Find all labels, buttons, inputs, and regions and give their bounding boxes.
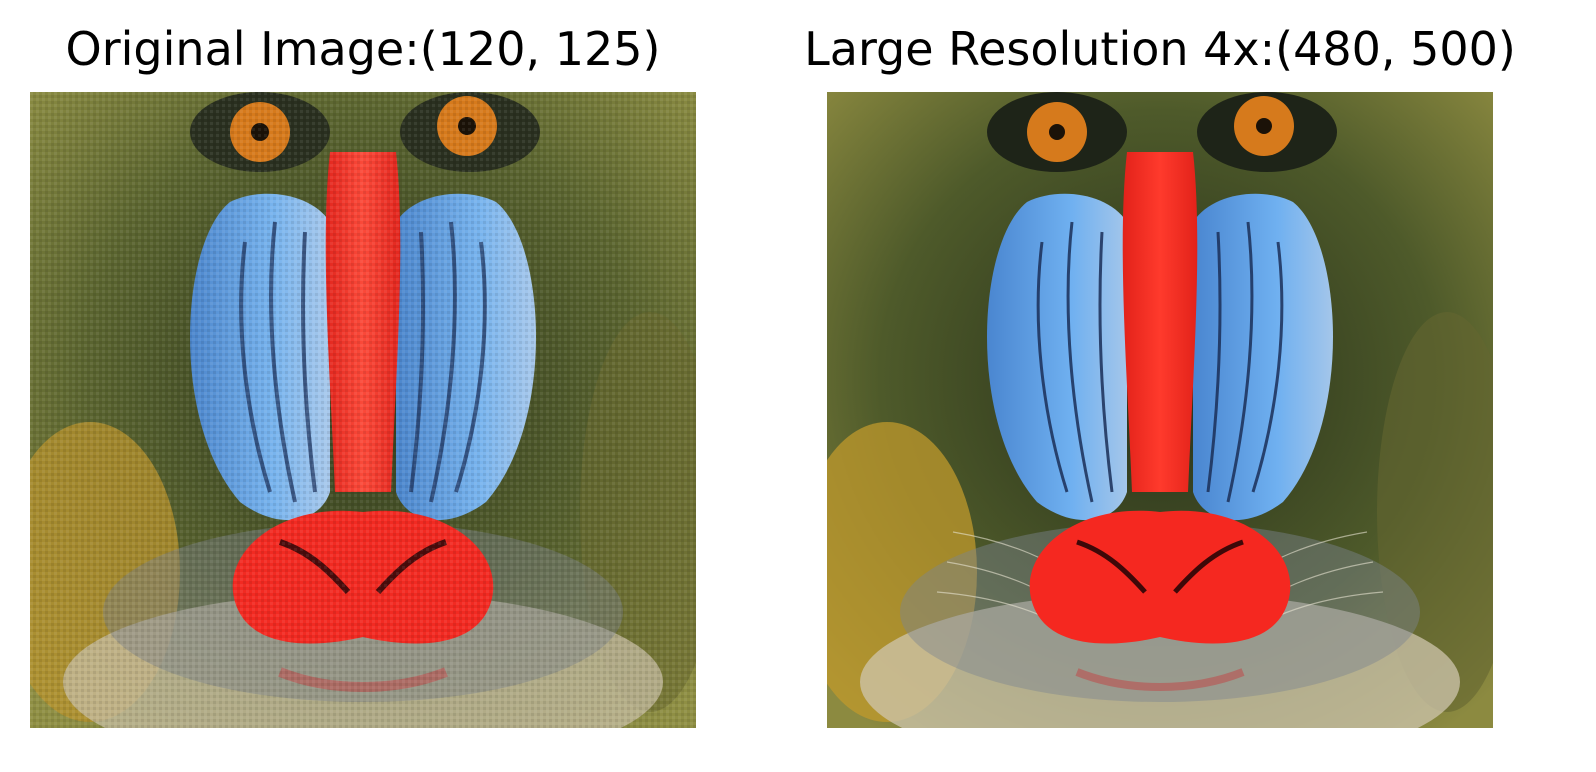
panel-title-large-resolution: Large Resolution 4x:(480, 500) xyxy=(804,22,1516,76)
image-original-low-res xyxy=(30,92,696,728)
image-large-resolution-4x xyxy=(827,92,1493,728)
panel-title-original: Original Image:(120, 125) xyxy=(65,22,661,76)
mandrill-face-low-res-picture xyxy=(30,92,696,728)
mandrill-face-high-res-picture xyxy=(827,92,1493,728)
